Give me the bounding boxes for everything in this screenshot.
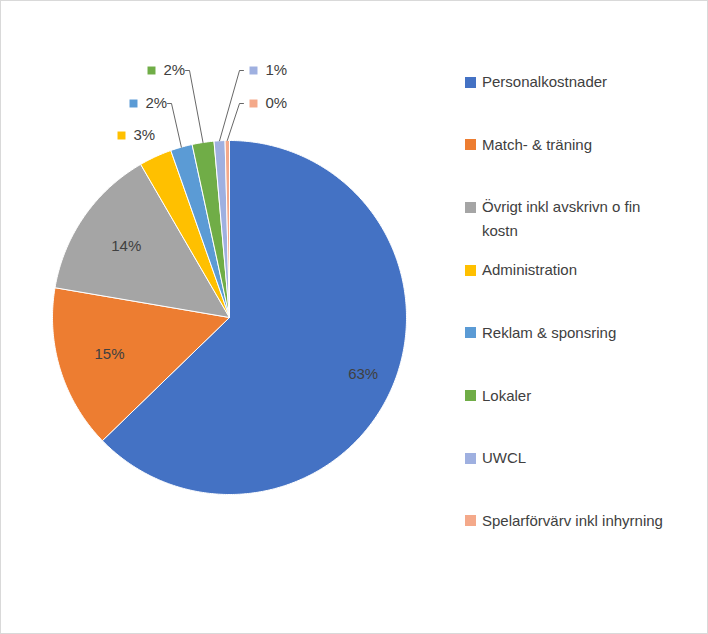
svg-text:3%: 3%	[134, 126, 156, 143]
svg-text:14%: 14%	[111, 237, 141, 254]
html-text:Match- & träning: Match- & träning	[482, 135, 592, 153]
html-text:Lokaler: Lokaler	[482, 386, 532, 404]
svg-text:2%: 2%	[164, 61, 186, 78]
html-text:Övrigt inkl avskrivn o fin kos: Övrigt inkl avskrivn o fin kostn	[482, 198, 641, 240]
html-text:Spelarförvärv inkl inhyrning: Spelarförvärv inkl inhyrning	[482, 511, 663, 529]
svg-text:15%: 15%	[94, 345, 124, 362]
svg-text:63%: 63%	[348, 365, 378, 382]
html-text:Personalkostnader: Personalkostnader	[482, 73, 608, 90]
html-text:Reklam & sponsring: Reklam & sponsring	[482, 323, 617, 341]
html-text:Administration: Administration	[482, 261, 577, 279]
svg-text:2%: 2%	[146, 94, 168, 111]
svg-text:1%: 1%	[266, 61, 288, 78]
html-text:UWCL: UWCL	[482, 449, 527, 467]
svg-text:0%: 0%	[266, 94, 288, 111]
